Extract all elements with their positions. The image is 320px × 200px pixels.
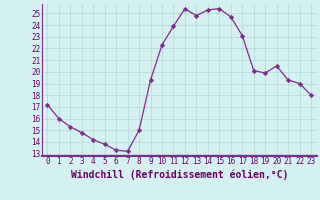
X-axis label: Windchill (Refroidissement éolien,°C): Windchill (Refroidissement éolien,°C) (70, 169, 288, 180)
